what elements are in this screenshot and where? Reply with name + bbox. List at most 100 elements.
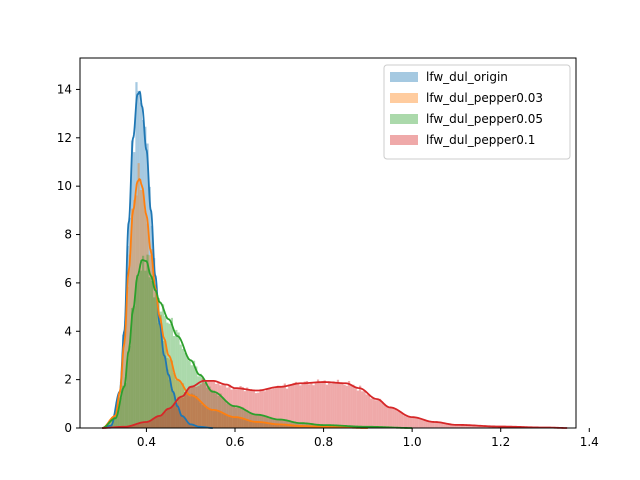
histogram-bar — [188, 424, 191, 428]
histogram-bar — [274, 424, 278, 428]
histogram-bar — [212, 380, 216, 428]
histogram-bar — [414, 417, 417, 428]
histogram-bar — [150, 281, 154, 428]
legend-swatch-lfw_dul_origin — [390, 72, 418, 82]
legend-label-lfw_dul_origin: lfw_dul_origin — [426, 70, 508, 84]
histogram-bar — [312, 385, 315, 428]
histogram-bar — [294, 381, 297, 428]
histogram-bar — [181, 383, 185, 428]
histogram-bar — [290, 384, 293, 428]
legend-label-lfw_dul_pepper0.03: lfw_dul_pepper0.03 — [426, 91, 543, 105]
histogram-bar — [263, 391, 266, 428]
histogram-bar — [137, 90, 140, 428]
histogram-bar — [188, 396, 191, 428]
histogram-bar — [416, 417, 419, 428]
histogram-bar — [206, 407, 209, 428]
histogram-bar — [217, 382, 220, 428]
histogram-bar — [195, 386, 198, 428]
histogram-bar — [148, 255, 151, 428]
legend-label-lfw_dul_pepper0.05: lfw_dul_pepper0.05 — [426, 112, 543, 126]
histogram-bar — [432, 421, 435, 428]
histogram-bar — [119, 381, 123, 428]
histogram-bar — [316, 379, 320, 428]
histogram-bar — [164, 356, 167, 428]
histogram-bar — [223, 384, 227, 428]
histogram-bar — [485, 426, 488, 428]
histogram-bar — [283, 424, 286, 428]
histogram-bar — [166, 409, 169, 428]
histogram-bar — [186, 422, 189, 428]
histogram-bar — [334, 382, 337, 428]
histogram-bar — [418, 419, 421, 428]
x-tick-label: 0.6 — [225, 435, 244, 449]
histogram-bar — [352, 384, 355, 428]
histogram-bar — [139, 190, 142, 428]
histogram-bar — [192, 360, 196, 428]
histogram-bar — [436, 422, 439, 428]
histogram-bar — [323, 380, 326, 428]
histogram-bar — [173, 372, 176, 428]
x-tick-label: 1.0 — [403, 435, 422, 449]
histogram-bar — [168, 379, 171, 428]
histogram-bar — [463, 425, 466, 428]
histogram-bar — [161, 304, 165, 428]
histogram-bar — [385, 406, 388, 428]
histogram-bar — [274, 387, 278, 428]
histogram-bar — [285, 388, 289, 428]
histogram-bar — [483, 426, 486, 428]
histogram-bar — [230, 389, 233, 428]
histogram-bar — [115, 416, 118, 428]
x-axis-ticks: 0.4 0.6 0.8 1.0 1.2 1.4 — [137, 428, 599, 449]
histogram-bar — [206, 380, 209, 428]
histogram-bar — [228, 416, 231, 428]
histogram-bar — [161, 351, 165, 428]
histogram-bar — [445, 423, 448, 428]
histogram-bar — [128, 345, 131, 428]
histogram-bar — [219, 412, 222, 428]
histogram-bar — [115, 413, 118, 428]
histogram-bar — [332, 381, 335, 428]
histogram-bar — [474, 425, 477, 428]
histogram-bar — [181, 416, 185, 428]
histogram-bar — [210, 389, 213, 428]
histogram-bar — [239, 417, 242, 428]
histogram-bar — [405, 416, 408, 428]
histogram-bar — [159, 326, 162, 428]
histogram-bar — [130, 425, 134, 428]
histogram-bar — [137, 163, 140, 428]
histogram-bar — [170, 407, 173, 428]
histogram-bar — [336, 379, 340, 428]
histogram-bar — [440, 423, 444, 428]
histogram-bar — [254, 422, 258, 428]
histogram-bar — [153, 258, 156, 428]
histogram-bar — [288, 424, 291, 428]
histogram-bar — [297, 382, 300, 428]
histogram-bar — [299, 385, 302, 428]
histogram-bar — [314, 382, 317, 428]
histogram-bar — [330, 383, 333, 428]
histogram-bar — [144, 421, 147, 428]
histogram-bar — [281, 385, 284, 428]
histogram-bar — [146, 143, 149, 428]
histogram-bar — [232, 417, 235, 428]
histogram-bar — [447, 424, 450, 428]
histogram-bar — [235, 389, 238, 428]
plot-area — [102, 82, 568, 429]
histogram-bar — [290, 425, 293, 428]
histogram-bar — [230, 416, 233, 428]
histogram-bar — [135, 280, 138, 428]
histogram-bar — [133, 199, 136, 428]
histogram-bar — [135, 82, 138, 428]
histogram-bar — [370, 398, 373, 428]
histogram-bar — [184, 392, 187, 428]
histogram-bar — [146, 254, 149, 428]
histogram-bar — [228, 384, 231, 428]
histogram-bar — [321, 382, 324, 428]
y-tick-label: 0 — [64, 421, 72, 435]
histogram-bar — [285, 424, 289, 428]
histogram-bar — [299, 426, 302, 428]
histogram-bar — [155, 416, 158, 428]
histogram-bar — [210, 409, 213, 428]
histogram-bar — [166, 357, 169, 428]
histogram-bar — [429, 421, 433, 428]
